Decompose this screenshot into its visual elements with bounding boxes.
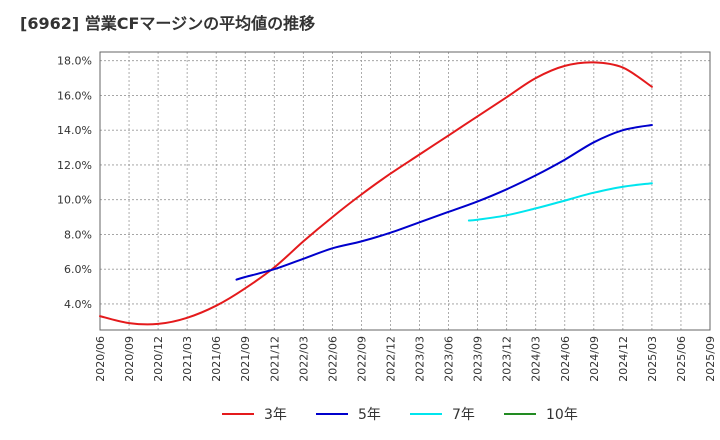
plot-frame [99,51,711,331]
x-tick-label: 2021/12 [268,336,281,382]
x-tick-label: 2024/09 [588,336,601,382]
y-tick-label: 14.0% [57,124,92,137]
series-line-1 [99,61,653,326]
legend-label: 10年 [546,407,578,423]
x-tick-label: 2023/06 [443,336,456,382]
x-tick-label: 2023/03 [414,336,427,382]
x-tick-label: 2021/03 [181,336,194,382]
legend-label: 7年 [452,407,475,423]
y-tick-label: 6.0% [64,263,92,276]
x-tick-label: 2020/12 [152,336,165,382]
x-tick-label: 2022/03 [297,336,310,382]
grid-lines [100,52,710,330]
x-tick-label: 2024/12 [617,336,630,382]
y-tick-label: 8.0% [64,228,92,241]
y-tick-label: 12.0% [57,159,92,172]
x-tick-label: 2021/06 [210,336,223,382]
y-tick-label: 4.0% [64,298,92,311]
x-tick-label: 2020/06 [94,336,107,382]
y-axis-ticks: 4.0% 6.0% 8.0% 10.0% 12.0% 14.0% 16.0% 18.0% [57,55,92,311]
chart-title: [6962] 営業CFマージンの平均値の推移 [20,14,316,33]
x-tick-label: 2025/03 [646,336,659,382]
x-tick-label: 2023/09 [472,336,485,382]
series-lines [99,61,653,326]
legend-label: 5年 [358,407,381,423]
x-tick-label: 2020/09 [123,336,136,382]
series-line-3 [467,182,653,222]
x-axis-ticks: 2020/06 2020/09 2020/12 2021/03 2021/06 2021/… [94,336,717,382]
x-tick-label: 2022/12 [384,336,397,382]
x-tick-label: 2024/03 [530,336,543,382]
legend: 3年 5年 7年 10年 [222,407,578,423]
y-tick-label: 18.0% [57,55,92,68]
x-tick-label: 2022/06 [326,336,339,382]
legend-label: 3年 [264,407,287,423]
x-tick-label: 2025/09 [704,336,717,382]
y-tick-label: 16.0% [57,89,92,102]
x-tick-label: 2023/12 [501,336,514,382]
y-tick-label: 10.0% [57,194,92,207]
x-tick-label: 2024/06 [559,336,572,382]
x-tick-label: 2022/09 [355,336,368,382]
series-line-2 [235,124,653,281]
x-tick-label: 2025/06 [675,336,688,382]
x-tick-label: 2021/09 [239,336,252,382]
